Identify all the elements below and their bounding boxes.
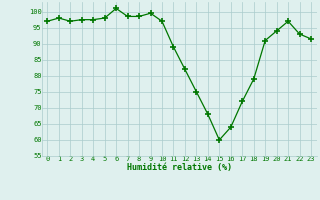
X-axis label: Humidité relative (%): Humidité relative (%) <box>127 163 232 172</box>
